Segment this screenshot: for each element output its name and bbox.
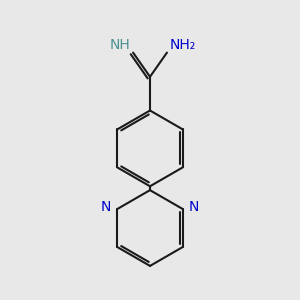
Text: NH₂: NH₂ — [169, 38, 196, 52]
Text: NH: NH — [110, 38, 130, 52]
Text: N: N — [189, 200, 199, 214]
Text: N: N — [101, 200, 111, 214]
